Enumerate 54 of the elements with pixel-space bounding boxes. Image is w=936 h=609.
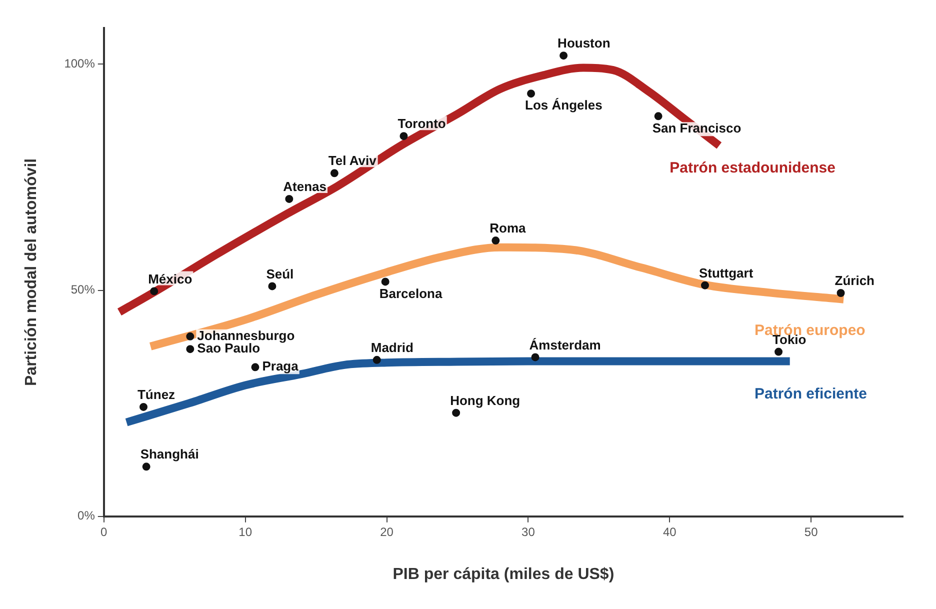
series-label: Patrón eficiente: [754, 385, 868, 402]
annotation: Toronto: [398, 116, 446, 132]
point: [268, 282, 276, 290]
point: [531, 353, 540, 362]
point: [186, 345, 194, 354]
point: [285, 194, 294, 203]
annotation: Zúrich: [834, 273, 875, 288]
annotation: Sao Paulo: [197, 340, 260, 356]
y-tick-label: 0%: [78, 508, 96, 523]
x-tick-label: 40: [662, 524, 677, 539]
annotation: Houston: [558, 36, 610, 51]
point: [139, 402, 148, 411]
x-tick-label: 30: [522, 524, 536, 539]
x-tick-label: 20: [380, 524, 394, 539]
annotation: Tel Aviv: [328, 153, 378, 168]
annotation: Praga: [262, 358, 300, 374]
annotation: Los Ángeles: [525, 98, 602, 113]
point: [560, 52, 568, 60]
x-tick-label: 50: [804, 524, 818, 539]
point: [330, 169, 338, 178]
x-tick-label: 0: [100, 524, 108, 539]
point: [400, 132, 408, 140]
point: [452, 408, 460, 417]
annotation: Madrid: [370, 340, 414, 356]
point: [527, 90, 536, 98]
annotation: San Francisco: [652, 120, 742, 136]
annotation: Túnez: [137, 387, 176, 402]
point: [700, 281, 709, 290]
point: [372, 356, 381, 364]
point: [186, 332, 194, 340]
annotation: Roma: [490, 220, 527, 236]
annotation: Stuttgart: [698, 265, 754, 280]
annotation: Shanghái: [140, 446, 199, 462]
point: [836, 289, 845, 297]
annotation: Atenas: [283, 179, 327, 194]
point: [774, 348, 783, 356]
y-tick-label: 50%: [70, 282, 96, 297]
point: [492, 236, 500, 245]
annotation: México: [148, 271, 192, 286]
x-axis-title: PIB per cápita (miles de US$): [392, 566, 614, 583]
point: [150, 287, 158, 296]
y-tick-label: 100%: [64, 56, 96, 70]
point: [381, 278, 390, 286]
annotation: Johannesburgo: [197, 328, 295, 343]
annotation: Seúl: [266, 266, 294, 282]
point: [654, 112, 662, 120]
point: [142, 462, 150, 471]
text: Patrón estadounidense: [670, 159, 836, 176]
point: [251, 363, 260, 372]
annotation: Ámsterdam: [529, 337, 601, 352]
annotation: Barcelona: [379, 286, 443, 301]
y-axis-title: Partición modal del automóvil: [23, 158, 40, 386]
x-tick-label: 10: [238, 524, 252, 539]
annotation: Hong Kong: [450, 392, 520, 408]
